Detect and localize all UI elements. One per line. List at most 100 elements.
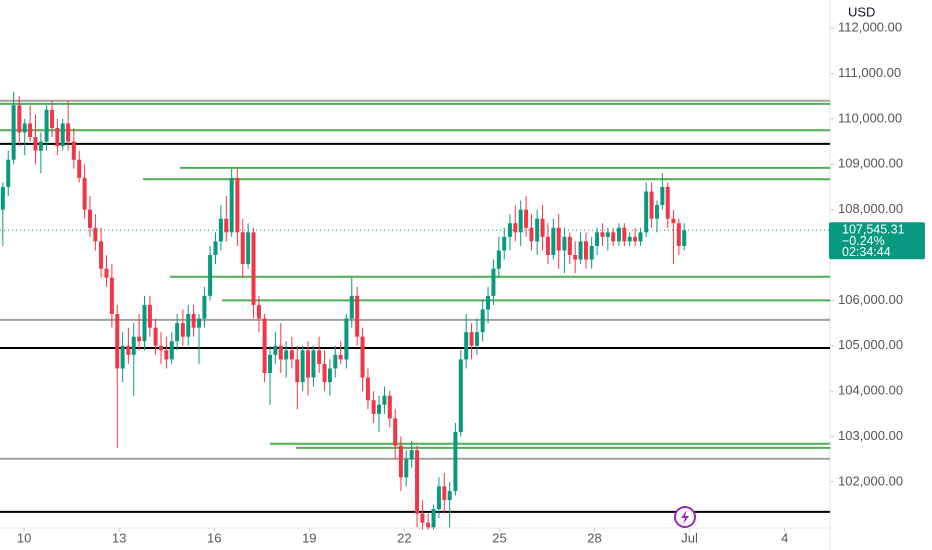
candle-body — [333, 354, 338, 369]
lightning-icon[interactable] — [674, 506, 696, 528]
candle-body — [583, 241, 588, 260]
y-tick-label: 104,000.00 — [838, 383, 903, 398]
y-tick-label: 108,000.00 — [838, 201, 903, 216]
candle-body — [595, 232, 600, 246]
candle-body — [415, 450, 420, 514]
y-tick-label: 103,000.00 — [838, 428, 903, 443]
candle-body — [284, 350, 289, 360]
candle-body — [529, 227, 534, 242]
candle-body — [436, 486, 441, 510]
candle-body — [507, 223, 512, 237]
candle-body — [218, 218, 223, 242]
price-tag-countdown: 02:34:44 — [842, 245, 891, 259]
candle-body — [486, 295, 491, 310]
candle-body — [567, 236, 572, 256]
candle-body — [55, 127, 60, 147]
candle-body — [404, 459, 409, 478]
candle-body — [77, 159, 82, 178]
candle-body — [382, 395, 387, 405]
candle-body — [186, 314, 191, 337]
candle-body — [295, 359, 300, 383]
candle-body — [627, 236, 632, 242]
candle-body — [109, 277, 114, 315]
candle-body — [605, 232, 610, 237]
candle-body — [540, 218, 545, 237]
candle-body — [268, 354, 273, 373]
candle-body — [578, 241, 583, 260]
candle-body — [589, 245, 594, 260]
candle-body — [676, 223, 681, 246]
candle-body — [365, 377, 370, 401]
candle-body — [208, 255, 213, 296]
plot-area — [0, 91, 830, 530]
y-tick-label: 102,000.00 — [838, 473, 903, 488]
candle-body — [66, 123, 71, 142]
candle-body — [496, 250, 501, 269]
candle-body — [28, 123, 33, 138]
candle-body — [191, 314, 196, 328]
candle-body — [169, 341, 174, 360]
candle-body — [616, 227, 621, 242]
candle-body — [137, 336, 142, 342]
candle-body — [671, 218, 676, 224]
currency-label: USD — [848, 4, 875, 19]
candle-body — [654, 205, 659, 219]
x-tick-label: Jul — [681, 530, 698, 545]
candle-body — [17, 105, 22, 133]
candle-body — [197, 318, 202, 328]
candle-body — [551, 227, 556, 256]
candle-body — [82, 177, 87, 210]
candle-body — [338, 354, 343, 360]
candle-body — [142, 304, 147, 342]
candle-body — [317, 350, 322, 364]
y-tick-label: 110,000.00 — [838, 110, 902, 125]
x-tick-label: 19 — [302, 530, 316, 545]
price-tag-change: −0.24% — [842, 234, 885, 248]
x-tick-label: 10 — [17, 530, 31, 545]
candle-body — [611, 232, 616, 242]
candle-body — [71, 141, 76, 160]
candle-body — [0, 186, 5, 210]
candle-body — [311, 350, 316, 378]
candle-body — [120, 345, 125, 369]
candle-body — [327, 368, 332, 383]
candle-body — [431, 509, 436, 528]
candle-body — [573, 255, 578, 260]
candle-body — [322, 363, 327, 383]
y-tick-label: 105,000.00 — [838, 337, 903, 352]
candle-body — [535, 218, 540, 242]
candle-body — [442, 486, 447, 501]
candle-body — [409, 450, 414, 460]
icon-bolt[interactable] — [681, 510, 689, 524]
candle-body — [180, 323, 185, 337]
candle-body — [387, 395, 392, 419]
candle-body — [306, 350, 311, 378]
candle-body — [518, 209, 523, 233]
candle-body — [377, 404, 382, 414]
candle-body — [229, 177, 234, 233]
candle-body — [6, 159, 11, 187]
y-tick-label: 112,000.00 — [838, 20, 902, 35]
candle-body — [115, 314, 120, 369]
candle-body — [344, 318, 349, 360]
y-tick-label: 109,000.00 — [838, 156, 903, 171]
candle-body — [360, 336, 365, 378]
price-tag: 107,545.31−0.24%02:34:44 — [829, 222, 925, 260]
candle-body — [453, 431, 458, 491]
candle-body — [164, 350, 169, 360]
candle-body — [262, 318, 267, 373]
candle-body — [202, 295, 207, 319]
candle-body — [93, 227, 98, 242]
candle-body — [349, 295, 354, 319]
candle-body — [420, 513, 425, 523]
candle-body — [398, 445, 403, 478]
candle-body — [464, 332, 469, 360]
candle-body — [545, 236, 550, 256]
candle-body — [458, 359, 463, 432]
candle-body — [99, 241, 104, 269]
x-tick-label: 28 — [587, 530, 601, 545]
x-tick-label: 16 — [207, 530, 221, 545]
